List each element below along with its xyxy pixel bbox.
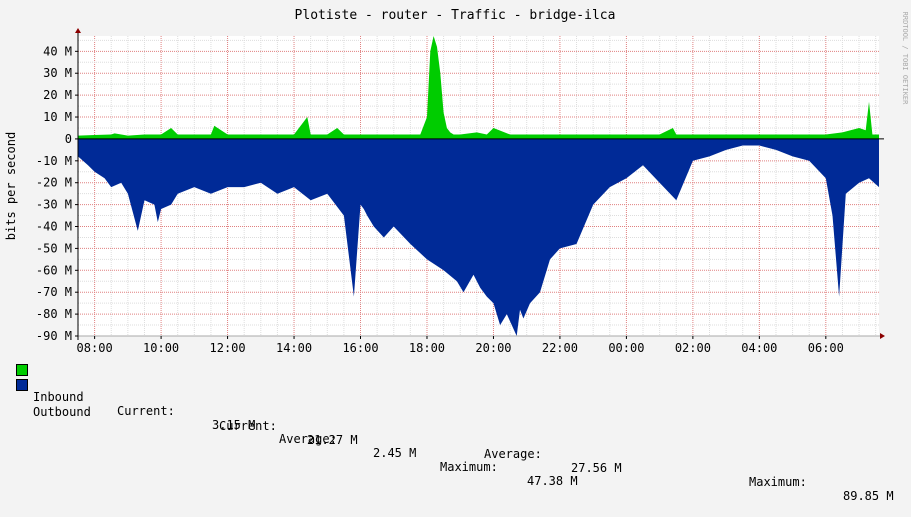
y-tick-label: 40 M: [43, 44, 72, 58]
y-tick-label: 10 M: [43, 110, 72, 124]
outbound-current-label: Current:: [219, 419, 277, 433]
y-tick-label: -30 M: [36, 198, 72, 212]
y-tick-label: -10 M: [36, 154, 72, 168]
inbound-maximum-label: Maximum:: [440, 460, 498, 474]
inbound-swatch: [16, 364, 28, 376]
x-tick-label: 22:00: [542, 341, 578, 355]
y-tick-label: 0: [65, 132, 72, 146]
outbound-average-value: 27.56 M: [571, 461, 622, 475]
y-axis-label: bits per second: [4, 132, 18, 240]
y-tick-label: 30 M: [43, 66, 72, 80]
legend-row-outbound: Outbound Current: 21.27 M Average: 27.56…: [0, 377, 911, 503]
outbound-swatch: [16, 379, 28, 391]
inbound-current-label: Current:: [117, 404, 175, 418]
y-tick-label: -40 M: [36, 220, 72, 234]
x-tick-label: 16:00: [342, 341, 378, 355]
axes: [75, 28, 885, 340]
area-outbound: [78, 138, 879, 336]
x-tick-label: 14:00: [276, 341, 312, 355]
y-tick-label: -20 M: [36, 176, 72, 190]
x-tick-label: 20:00: [475, 341, 511, 355]
x-axis-arrow: [880, 333, 885, 339]
outbound-maximum-label: Maximum:: [749, 475, 807, 489]
inbound-maximum-value: 47.38 M: [527, 474, 578, 488]
y-tick-label: 20 M: [43, 88, 72, 102]
outbound-maximum-value: 89.85 M: [843, 489, 894, 503]
legend-row-inbound: Inbound Current: 3.15 M Average: 2.45 M …: [0, 362, 911, 488]
x-tick-label: 10:00: [143, 341, 179, 355]
y-tick-labels: 40 M 30 M 20 M 10 M 0 -10 M -20 M -30 M -40 M -50…: [36, 44, 78, 343]
x-tick-labels: 08:00 10:00 12:00 14:00 16:00 18:00 20:00 22:00…: [77, 336, 844, 355]
y-tick-label: -50 M: [36, 241, 72, 255]
x-tick-label: 02:00: [675, 341, 711, 355]
x-tick-label: 08:00: [77, 341, 113, 355]
x-tick-label: 18:00: [409, 341, 445, 355]
y-tick-label: -90 M: [36, 329, 72, 343]
x-tick-label: 12:00: [210, 341, 246, 355]
outbound-average-label: Average:: [484, 447, 542, 461]
x-tick-label: 04:00: [741, 341, 777, 355]
y-tick-label: -70 M: [36, 285, 72, 299]
y-tick-label: -60 M: [36, 263, 72, 277]
y-axis-arrow: [75, 28, 81, 33]
inbound-name: Inbound: [33, 390, 84, 404]
legend: Inbound Current: 3.15 M Average: 2.45 M …: [0, 360, 911, 503]
y-tick-label: -80 M: [36, 307, 72, 321]
chart-title: Plotiste - router - Traffic - bridge-ilc…: [295, 8, 616, 23]
x-tick-label: 06:00: [808, 341, 844, 355]
x-tick-label: 00:00: [608, 341, 644, 355]
series-areas: [78, 36, 879, 336]
outbound-name: Outbound: [33, 405, 91, 419]
inbound-average-value: 2.45 M: [373, 446, 417, 460]
outbound-current-value: 21.27 M: [307, 433, 358, 447]
rrdtool-branding: RRDTOOL / TOBI OETIKER: [901, 12, 909, 106]
traffic-chart: Plotiste - router - Traffic - bridge-ilc…: [4, 8, 909, 355]
